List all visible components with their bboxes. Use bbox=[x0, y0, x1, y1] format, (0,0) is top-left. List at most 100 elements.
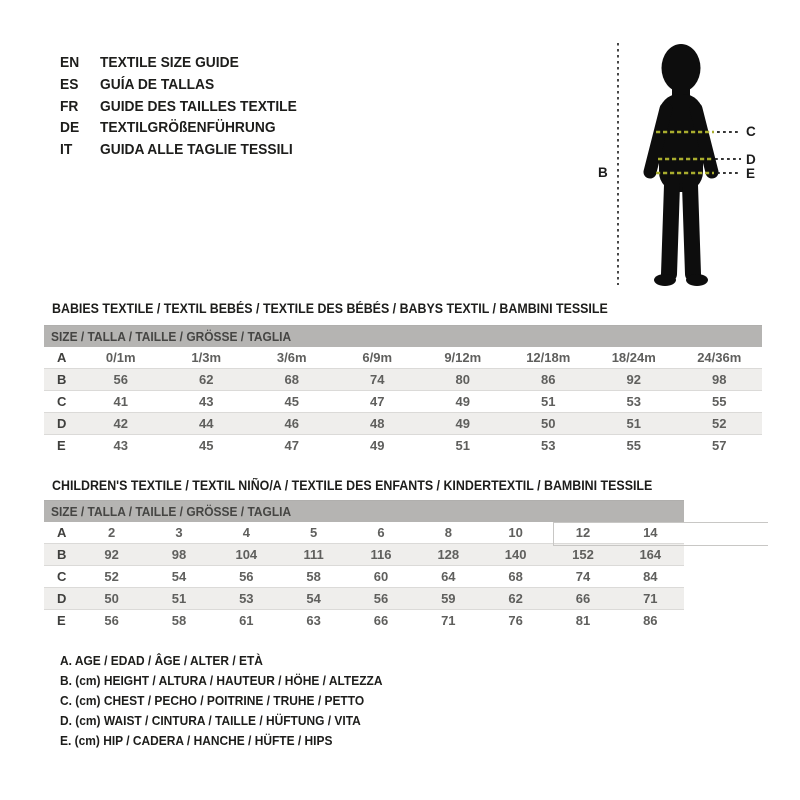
size-cell: 68 bbox=[249, 368, 335, 391]
size-cell: 81 bbox=[575, 613, 591, 628]
size-cell: 50 bbox=[505, 412, 591, 435]
size-row-C: C 52 54 56 58 60 64 68 74 84 bbox=[44, 565, 684, 588]
size-cell: 3 bbox=[145, 522, 213, 544]
size-cell: 104 bbox=[212, 543, 280, 566]
legend-row: B. (cm) HEIGHT / ALTURA / HAUTEUR / HÖHE… bbox=[60, 670, 411, 690]
size-cell: 62 bbox=[163, 368, 249, 391]
size-cell: 116 bbox=[347, 543, 415, 566]
size-cell: 12 bbox=[549, 522, 617, 544]
size-cell: 1/3m bbox=[163, 347, 249, 369]
size-cell: 86 bbox=[643, 613, 658, 628]
row-label: A bbox=[44, 347, 78, 369]
size-cell: 98 bbox=[676, 368, 762, 391]
size-cell: 6 bbox=[347, 522, 415, 544]
legend-row: E. (cm) HIP / CADERA / HANCHE / HÜFTE / … bbox=[60, 730, 411, 750]
size-cell: 84 bbox=[616, 565, 684, 588]
child-figure: B C D E bbox=[598, 43, 756, 286]
language-title: GUÍA DE TALLAS bbox=[100, 76, 215, 94]
size-header-text: SIZE / TALLA / TAILLE / GRÖSSE / TAGLIA bbox=[51, 328, 292, 344]
row-label: B bbox=[44, 368, 78, 391]
size-row-A: A 2 3 4 5 6 8 10 12 14 bbox=[44, 522, 684, 544]
measure-lines-on-body bbox=[656, 130, 714, 175]
row-label: B bbox=[44, 543, 78, 566]
size-row-D: D 50 51 53 54 56 59 62 66 71 bbox=[44, 587, 684, 610]
size-header-bar: SIZE / TALLA / TAILLE / GRÖSSE / TAGLIA bbox=[44, 325, 762, 347]
language-title: TEXTILGRÖßENFÜHRUNG bbox=[100, 119, 276, 137]
label-chest-c: C bbox=[746, 124, 756, 139]
size-cell: 3/6m bbox=[249, 347, 335, 369]
size-cell: 9/12m bbox=[420, 347, 506, 369]
row-label: C bbox=[44, 390, 78, 413]
size-cell: 68 bbox=[481, 565, 550, 588]
size-row-B: B 92 98 104 111 116 128 140 152 164 bbox=[44, 543, 684, 566]
size-cell: 8 bbox=[414, 522, 482, 544]
size-cell: 63 bbox=[306, 613, 321, 628]
size-cell: 43 bbox=[113, 438, 128, 453]
size-row-A: A 0/1m 1/3m 3/6m 6/9m 9/12m 12/18m 18/24m 24/36m bbox=[44, 347, 762, 369]
size-cell: 0/1m bbox=[78, 347, 164, 369]
language-row: DE TEXTILGRÖßENFÜHRUNG bbox=[60, 117, 314, 139]
size-cell: 74 bbox=[549, 565, 617, 588]
size-cell: 92 bbox=[78, 543, 146, 566]
language-title: TEXTILE SIZE GUIDE bbox=[100, 54, 239, 72]
language-row: FR GUIDE DES TAILLES TEXTILE bbox=[60, 95, 314, 117]
row-label: C bbox=[44, 565, 78, 588]
legend-text: B. (cm) HEIGHT / ALTURA / HAUTEUR / HÖHE… bbox=[60, 672, 383, 688]
size-cell: 51 bbox=[145, 587, 213, 610]
size-cell: 56 bbox=[78, 368, 164, 391]
language-title: GUIDE DES TAILLES TEXTILE bbox=[100, 97, 297, 115]
size-cell: 61 bbox=[239, 613, 254, 628]
size-cell: 140 bbox=[481, 543, 550, 566]
size-cell: 60 bbox=[347, 565, 415, 588]
size-cell: 62 bbox=[481, 587, 550, 610]
size-cell: 47 bbox=[284, 438, 299, 453]
size-cell: 64 bbox=[414, 565, 482, 588]
size-cell: 12/18m bbox=[505, 347, 591, 369]
size-cell: 54 bbox=[279, 587, 348, 610]
size-cell: 52 bbox=[676, 412, 762, 435]
size-cell: 111 bbox=[279, 543, 348, 566]
children-section-title: CHILDREN'S TEXTILE / TEXTIL NIÑO/A / TEX… bbox=[52, 478, 653, 493]
size-cell: 152 bbox=[549, 543, 617, 566]
legend-row: D. (cm) WAIST / CINTURA / TAILLE / HÜFTU… bbox=[60, 710, 411, 730]
label-height-b: B bbox=[598, 165, 608, 180]
babies-section-title: BABIES TEXTILE / TEXTIL BEBÉS / TEXTILE … bbox=[52, 301, 608, 316]
language-code: DE bbox=[60, 119, 80, 137]
size-cell: 55 bbox=[676, 390, 762, 413]
language-list: EN TEXTILE SIZE GUIDE ES GUÍA DE TALLAS FR GU… bbox=[60, 52, 314, 160]
highlight-box bbox=[553, 522, 768, 546]
size-cell: 41 bbox=[78, 390, 164, 413]
size-cell: 76 bbox=[508, 613, 523, 628]
size-header-bar: SIZE / TALLA / TAILLE / GRÖSSE / TAGLIA bbox=[44, 500, 684, 522]
size-header-row: SIZE / TALLA / TAILLE / GRÖSSE / TAGLIA bbox=[44, 500, 684, 522]
child-silhouette-icon bbox=[643, 44, 719, 286]
size-row-D: D 42 44 46 48 49 50 51 52 bbox=[44, 412, 762, 435]
language-title: GUIDA ALLE TAGLIE TESSILI bbox=[100, 141, 293, 159]
size-cell: 10 bbox=[481, 522, 550, 544]
size-cell: 58 bbox=[279, 565, 348, 588]
size-cell: 18/24m bbox=[591, 347, 677, 369]
size-cell: 51 bbox=[591, 412, 677, 435]
size-cell: 6/9m bbox=[334, 347, 420, 369]
size-cell: 45 bbox=[249, 390, 335, 413]
size-cell: 46 bbox=[249, 412, 335, 435]
size-cell: 2 bbox=[78, 522, 146, 544]
size-cell: 71 bbox=[616, 587, 684, 610]
size-cell: 53 bbox=[212, 587, 280, 610]
size-row-C: C 41 43 45 47 49 51 53 55 bbox=[44, 390, 762, 413]
size-cell: 74 bbox=[334, 368, 420, 391]
size-cell: 80 bbox=[420, 368, 506, 391]
size-row-E: E 43 45 47 49 51 53 55 57 bbox=[44, 435, 762, 457]
size-cell: 50 bbox=[78, 587, 146, 610]
size-cell: 59 bbox=[414, 587, 482, 610]
language-row: ES GUÍA DE TALLAS bbox=[60, 74, 314, 96]
size-cell: 92 bbox=[591, 368, 677, 391]
size-row-E: E 56 58 61 63 66 71 76 81 86 bbox=[44, 610, 684, 632]
size-cell: 24/36m bbox=[676, 347, 762, 369]
legend-row: C. (cm) CHEST / PECHO / POITRINE / TRUHE… bbox=[60, 690, 411, 710]
legend-text: E. (cm) HIP / CADERA / HANCHE / HÜFTE / … bbox=[60, 732, 333, 748]
size-cell: 49 bbox=[370, 438, 385, 453]
size-cell: 52 bbox=[78, 565, 146, 588]
row-label: D bbox=[44, 412, 78, 435]
